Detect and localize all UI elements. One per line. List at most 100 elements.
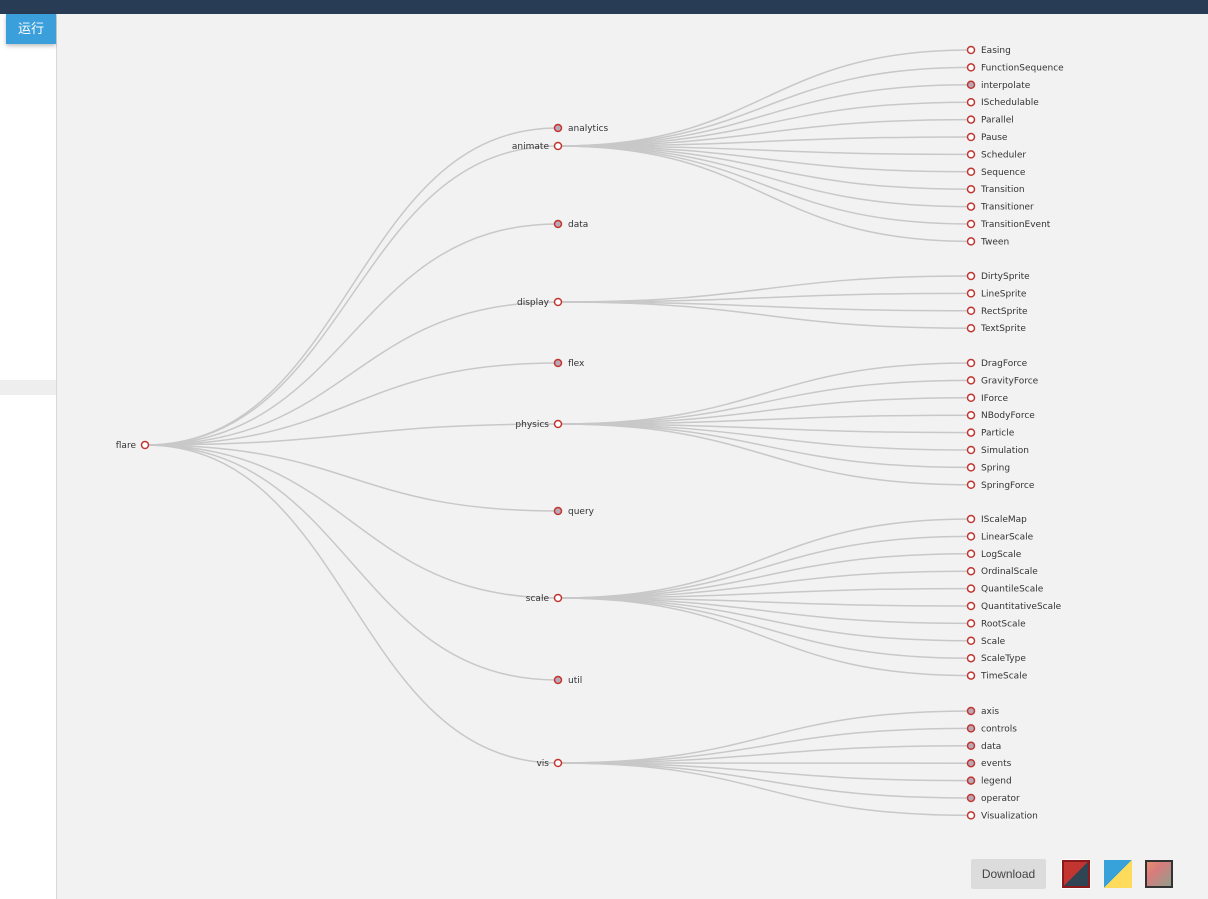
leaf-scaletype-label: ScaleType (981, 654, 1026, 664)
leaf-pause-label: Pause (981, 133, 1008, 143)
leaf-spring-label: Spring (981, 463, 1010, 473)
group-animate-node[interactable] (553, 141, 563, 151)
leaf-events-label: events (981, 759, 1012, 769)
tree-link (557, 101, 972, 147)
theme-swatch-red-dark[interactable] (1061, 859, 1091, 889)
leaf-events-node[interactable] (966, 758, 976, 768)
group-scale-node[interactable] (553, 593, 563, 603)
leaf-logscale-node[interactable] (966, 549, 976, 559)
group-query-node[interactable] (553, 506, 563, 516)
leaf-operator-node[interactable] (966, 793, 976, 803)
leaf-scheduler-node[interactable] (966, 150, 976, 159)
leaf-scheduler-label: Scheduler (981, 150, 1026, 160)
leaf-easing-label: Easing (981, 46, 1011, 56)
leaf-particle-node[interactable] (966, 428, 976, 437)
leaf-data-label: data (981, 742, 1001, 752)
leaf-transitionevent-node[interactable] (966, 219, 976, 229)
leaf-controls-node[interactable] (966, 724, 976, 733)
download-button[interactable]: Download (971, 859, 1046, 889)
tree-link (557, 597, 972, 625)
tree-link (557, 587, 972, 599)
group-data-node[interactable] (553, 219, 563, 229)
leaf-sequence-label: Sequence (981, 168, 1026, 178)
leaf-parallel-label: Parallel (981, 116, 1014, 126)
tree-link (557, 84, 972, 147)
leaf-iforce-node[interactable] (966, 393, 976, 403)
leaf-functionsequence-node[interactable] (966, 63, 976, 72)
tree-link (557, 145, 972, 243)
leaf-scaletype-node[interactable] (966, 653, 976, 663)
group-display-node[interactable] (553, 297, 563, 307)
leaf-visualization-node[interactable] (966, 811, 976, 820)
tree-link (557, 745, 972, 764)
leaf-transitioner-node[interactable] (966, 202, 976, 211)
leaf-gravityforce-label: GravityForce (981, 376, 1039, 386)
root-flare-node[interactable] (140, 440, 150, 450)
leaf-linesprite-node[interactable] (966, 289, 976, 298)
leaf-timescale-label: TimeScale (980, 672, 1028, 682)
run-button[interactable]: 运行 (6, 14, 56, 44)
group-animate-label: animate (512, 142, 550, 152)
tree-link (557, 145, 972, 208)
tree-link (557, 727, 972, 764)
leaf-gravityforce-node[interactable] (966, 376, 976, 385)
group-flex-node[interactable] (553, 358, 563, 368)
top-bar (0, 0, 1208, 14)
theme-swatch-salmon-grey[interactable] (1145, 860, 1173, 888)
leaf-interpolate-node[interactable] (966, 80, 976, 90)
group-vis-node[interactable] (553, 758, 563, 768)
leaf-dragforce-label: DragForce (981, 359, 1028, 369)
leaf-quantilescale-node[interactable] (966, 584, 976, 593)
leaf-scale-node[interactable] (966, 636, 976, 646)
leaf-dragforce-node[interactable] (966, 358, 976, 368)
group-util-node[interactable] (553, 675, 563, 685)
tree-link (144, 444, 559, 599)
leaf-quantitativescale-node[interactable] (966, 601, 976, 611)
leaf-legend-node[interactable] (966, 776, 976, 785)
group-analytics-node[interactable] (553, 123, 563, 133)
leaf-linearscale-node[interactable] (966, 532, 976, 541)
leaf-nbodyforce-node[interactable] (966, 410, 976, 420)
leaf-transition-node[interactable] (966, 184, 976, 194)
leaf-quantilescale-label: QuantileScale (981, 585, 1044, 595)
leaf-ordinalscale-node[interactable] (966, 566, 976, 576)
leaf-axis-label: axis (981, 707, 999, 717)
leaf-controls-label: controls (981, 724, 1017, 734)
tree-link (557, 145, 972, 225)
tree-link (557, 762, 972, 782)
leaf-ischedulable-node[interactable] (966, 97, 976, 107)
leaf-dirtysprite-node[interactable] (966, 271, 976, 281)
theme-swatch-blue-yellow[interactable] (1104, 860, 1132, 888)
tree-link (557, 414, 972, 425)
leaf-textsprite-node[interactable] (966, 323, 976, 333)
leaf-rootscale-node[interactable] (966, 619, 976, 628)
leaf-iscalemap-node[interactable] (966, 514, 976, 524)
leaf-spring-node[interactable] (966, 463, 976, 472)
group-query-label: query (568, 507, 595, 517)
tree-link (557, 423, 972, 451)
leaf-interpolate-label: interpolate (981, 81, 1031, 91)
leaf-operator-label: operator (981, 794, 1020, 804)
leaf-simulation-node[interactable] (966, 445, 976, 455)
tree-link (557, 423, 972, 486)
leaf-timescale-node[interactable] (966, 671, 976, 680)
tree-link (557, 597, 972, 642)
leaf-easing-node[interactable] (966, 45, 976, 55)
leaf-springforce-node[interactable] (966, 480, 976, 490)
tree-nodes: flare analytics animate Easing FunctionSeque… (116, 45, 1064, 821)
leaf-axis-node[interactable] (966, 706, 976, 716)
group-physics-node[interactable] (553, 419, 563, 429)
tree-link (144, 444, 559, 512)
tree-link (557, 710, 972, 764)
leaf-tween-node[interactable] (966, 237, 976, 246)
leaf-tween-label: Tween (980, 237, 1009, 247)
leaf-pause-node[interactable] (966, 132, 976, 142)
leaf-rectsprite-node[interactable] (966, 306, 976, 316)
leaf-sequence-node[interactable] (966, 167, 976, 177)
tree-link (557, 292, 972, 303)
tree-link (557, 301, 972, 329)
leaf-data-node[interactable] (966, 741, 976, 751)
group-scale-label: scale (526, 594, 550, 604)
sidebar-resize-handle[interactable] (0, 380, 56, 395)
leaf-parallel-node[interactable] (966, 115, 976, 124)
